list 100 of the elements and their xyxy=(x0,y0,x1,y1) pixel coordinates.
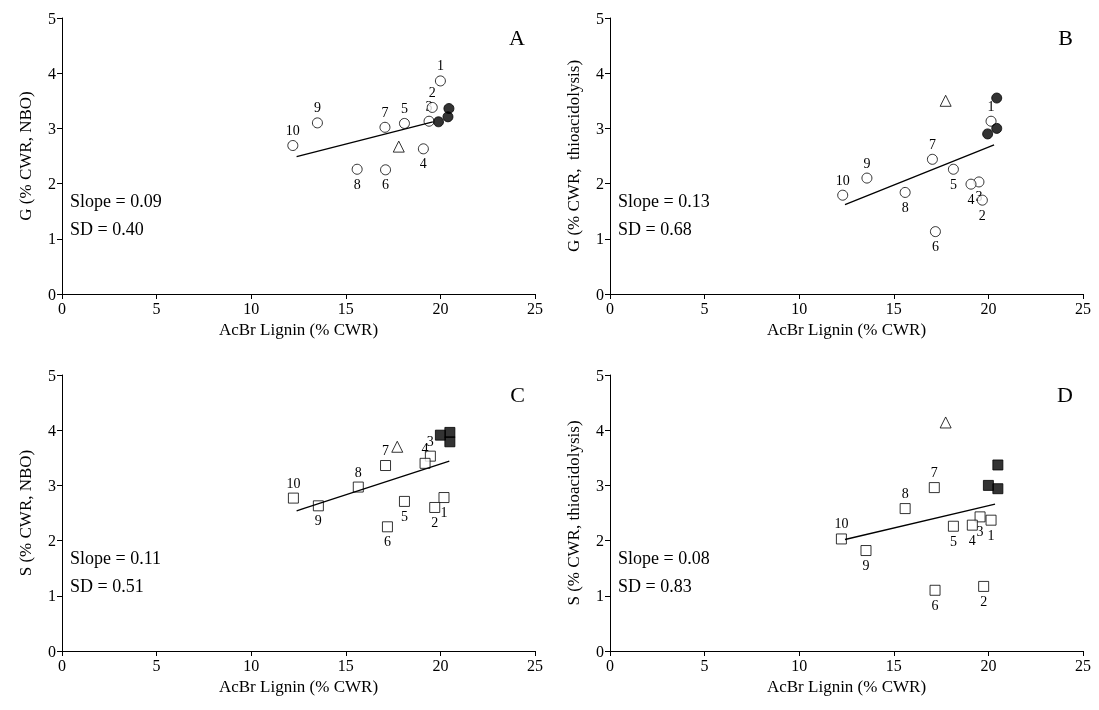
y-tick-label: 4 xyxy=(48,421,56,439)
point xyxy=(929,226,941,238)
annotation: 5 xyxy=(400,508,408,524)
point xyxy=(398,117,410,129)
annotation: 3 xyxy=(976,524,984,540)
point xyxy=(985,115,997,127)
annotation: 9 xyxy=(313,100,321,116)
point xyxy=(442,111,454,123)
x-tick-label: 10 xyxy=(243,656,260,674)
x-axis-title: AcBr Lignin (% CWR) xyxy=(218,676,379,696)
y-tick-label: 5 xyxy=(596,9,604,27)
annotation: Slope = 0.11 xyxy=(70,548,161,568)
annotation: 9 xyxy=(314,513,322,529)
x-tick-label: 20 xyxy=(980,656,997,674)
annotation: 1 xyxy=(436,58,444,74)
point xyxy=(419,457,431,469)
annotation: 1 xyxy=(440,505,448,521)
annotation: 10 xyxy=(834,516,849,532)
point xyxy=(311,117,323,129)
point xyxy=(417,143,429,155)
point xyxy=(444,436,456,448)
y-tick-label: 2 xyxy=(596,532,604,550)
y-tick-label: 1 xyxy=(596,230,604,248)
point xyxy=(947,163,959,175)
y-tick-label: 2 xyxy=(48,175,56,193)
y-tick-label: 4 xyxy=(596,421,604,439)
point xyxy=(433,116,445,128)
annotation: 4 xyxy=(421,440,429,456)
annotation: 8 xyxy=(901,486,909,502)
point xyxy=(974,511,986,523)
point xyxy=(982,128,994,140)
point xyxy=(861,172,873,184)
annotation: 4 xyxy=(968,532,976,548)
point xyxy=(391,440,404,453)
x-tick-label: 15 xyxy=(337,656,354,674)
y-tick-label: 1 xyxy=(48,587,56,605)
point xyxy=(926,153,938,165)
annotation: 4 xyxy=(419,156,427,172)
y-tick-label: 1 xyxy=(48,230,56,248)
y-axis-title: S (% CWR, NBO) xyxy=(16,449,35,577)
point xyxy=(434,429,446,441)
x-tick-label: 25 xyxy=(527,299,543,317)
point xyxy=(992,483,1004,495)
point xyxy=(992,459,1004,471)
y-tick-label: 3 xyxy=(596,119,604,137)
annotation: SD = 0.40 xyxy=(70,219,144,239)
chart-title: D xyxy=(1057,381,1073,407)
point xyxy=(928,482,940,494)
point xyxy=(985,514,997,526)
x-tick-label: 20 xyxy=(432,299,449,317)
point xyxy=(991,122,1003,134)
y-axis-title: G (% CWR, NBO) xyxy=(16,91,35,221)
point xyxy=(835,533,847,545)
annotation: 2 xyxy=(978,207,986,223)
x-axis-title: AcBr Lignin (% CWR) xyxy=(766,676,927,696)
x-tick-label: 15 xyxy=(885,299,902,317)
y-tick-label: 4 xyxy=(596,64,604,82)
point xyxy=(899,503,911,515)
x-tick-label: 5 xyxy=(700,299,709,317)
annotation: Slope = 0.09 xyxy=(70,191,162,211)
point xyxy=(287,492,299,504)
chart-title: B xyxy=(1058,24,1074,50)
y-tick-label: 2 xyxy=(48,532,56,550)
x-tick-label: 20 xyxy=(432,656,449,674)
point xyxy=(438,492,450,504)
x-tick-label: 15 xyxy=(885,656,902,674)
point xyxy=(429,501,441,513)
chart-title: A xyxy=(509,24,526,50)
point xyxy=(966,519,978,531)
annotation: 5 xyxy=(949,176,957,192)
annotation: 8 xyxy=(354,464,362,480)
y-tick-label: 3 xyxy=(596,476,604,494)
annotation: 9 xyxy=(862,558,870,574)
x-tick-label: 20 xyxy=(980,299,997,317)
annotation: 8 xyxy=(901,199,909,215)
point xyxy=(939,416,952,429)
y-tick-label: 3 xyxy=(48,119,56,137)
y-tick-label: 1 xyxy=(596,587,604,605)
annotation: SD = 0.68 xyxy=(618,219,692,239)
x-tick-label: 25 xyxy=(527,656,543,674)
annotation: 2 xyxy=(431,514,439,530)
annotation: 3 xyxy=(426,433,434,449)
y-tick-label: 3 xyxy=(48,476,56,494)
annotation: Slope = 0.13 xyxy=(618,191,710,211)
annotation: 10 xyxy=(835,172,850,188)
annotation: 2 xyxy=(980,593,988,609)
annotation: SD = 0.51 xyxy=(70,576,144,596)
annotation: 1 xyxy=(987,98,995,114)
annotation: 9 xyxy=(863,155,871,171)
annotation: 6 xyxy=(931,597,939,613)
annotation: 7 xyxy=(381,104,389,120)
point xyxy=(379,121,391,133)
point xyxy=(392,140,405,153)
x-tick-label: 10 xyxy=(243,299,260,317)
x-tick-label: 10 xyxy=(791,656,808,674)
y-tick-label: 0 xyxy=(48,285,56,303)
point xyxy=(380,460,392,472)
annotation: 7 xyxy=(382,443,390,459)
annotation: 1 xyxy=(987,527,995,543)
y-tick-label: 0 xyxy=(48,642,56,660)
